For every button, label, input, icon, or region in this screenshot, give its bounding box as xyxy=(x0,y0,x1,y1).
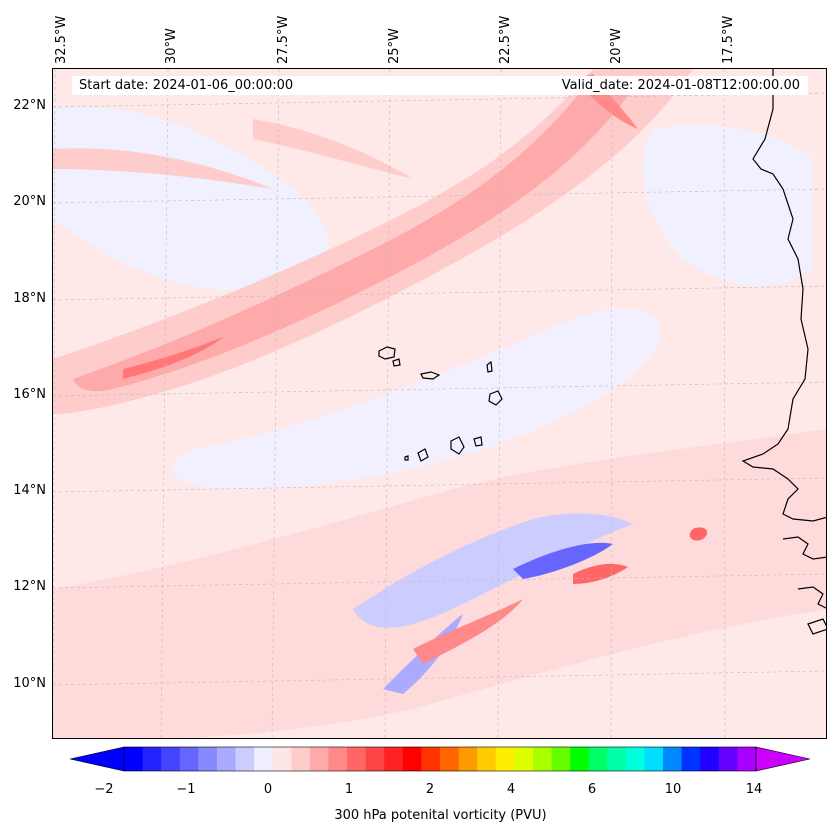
lat-label-10n: 10°N xyxy=(13,676,46,691)
cbar-tick-0: 0 xyxy=(263,782,273,797)
lon-label-27-5w: 27.5°W xyxy=(276,15,291,64)
colorbar-segment xyxy=(588,747,608,771)
colorbar-max-arrow xyxy=(755,746,811,772)
date-info-box: Start date: 2024-01-06_00:00:00 Valid_da… xyxy=(72,76,808,95)
lat-label-16n: 16°N xyxy=(13,387,46,402)
pv-low-patch-ne xyxy=(642,125,813,287)
pv-streak-2 xyxy=(253,119,413,179)
pv-blue-band-1 xyxy=(353,513,633,628)
lon-label-17-5w: 17.5°W xyxy=(721,15,736,64)
colorbar-segment xyxy=(570,747,590,771)
colorbar-segment xyxy=(663,747,683,771)
colorbar-outline xyxy=(123,746,757,772)
colorbar-segment xyxy=(124,747,144,771)
colorbar-segment xyxy=(272,747,292,771)
cbar-tick-m2: −2 xyxy=(94,782,114,797)
cape-verde-islands xyxy=(378,346,503,462)
colorbar-segment xyxy=(495,747,515,771)
colorbar-segment xyxy=(625,747,645,771)
colorbar-segment xyxy=(216,747,237,771)
pv-red-streak-2 xyxy=(573,563,628,584)
pv-low-patch-center xyxy=(172,308,661,489)
colorbar-segment xyxy=(700,747,720,771)
lon-label-25w: 25°W xyxy=(387,28,402,64)
lat-label-18n: 18°N xyxy=(13,291,46,306)
colorbar xyxy=(69,745,811,773)
colorbar-segment xyxy=(421,747,441,771)
colorbar-segment xyxy=(551,747,571,771)
cbar-tick-2: 2 xyxy=(425,782,435,797)
bissagos-coastline xyxy=(797,586,826,609)
colorbar-segment xyxy=(365,747,385,771)
colorbar-segment xyxy=(347,747,367,771)
colorbar-segment xyxy=(254,747,274,771)
lat-label-22n: 22°N xyxy=(13,98,46,113)
pv-red-streak-1 xyxy=(413,599,523,664)
pv-jet-core xyxy=(123,337,223,379)
colorbar-segment xyxy=(402,747,422,771)
map-panel[interactable] xyxy=(52,68,827,739)
pv-red-spot xyxy=(689,527,708,541)
colorbar-segment xyxy=(328,747,348,771)
colorbar-segment xyxy=(384,747,404,771)
colorbar-segment xyxy=(737,747,757,771)
lat-label-12n: 12°N xyxy=(13,579,46,594)
cbar-tick-m1: −1 xyxy=(176,782,196,797)
colorbar-segment xyxy=(291,747,311,771)
colorbar-segment xyxy=(161,747,181,771)
start-date-text: Start date: 2024-01-06_00:00:00 xyxy=(79,78,294,93)
cbar-tick-1: 1 xyxy=(344,782,354,797)
cbar-tick-10: 10 xyxy=(664,782,682,797)
cbar-tick-4: 4 xyxy=(506,782,516,797)
colorbar-segment xyxy=(198,747,218,771)
colorbar-segment xyxy=(607,747,627,771)
colorbar-graphic xyxy=(69,746,811,772)
pv-streak-1 xyxy=(53,148,273,189)
lon-label-30w: 30°W xyxy=(164,28,179,64)
island-south-1 xyxy=(807,618,826,635)
colorbar-segment xyxy=(440,747,460,771)
lon-label-20w: 20°W xyxy=(609,28,624,64)
lat-label-14n: 14°N xyxy=(13,483,46,498)
colorbar-segment xyxy=(514,747,534,771)
colorbar-segment xyxy=(718,747,738,771)
colorbar-segment xyxy=(142,747,162,771)
africa-coastline xyxy=(741,69,826,522)
cbar-tick-6: 6 xyxy=(587,782,597,797)
colorbar-segment xyxy=(477,747,497,771)
lon-label-32-5w: 32.5°W xyxy=(54,15,69,64)
lon-label-22-5w: 22.5°W xyxy=(498,15,513,64)
colorbar-segment xyxy=(532,747,553,771)
colorbar-segment xyxy=(644,747,664,771)
colorbar-segment xyxy=(235,747,255,771)
colorbar-min-arrow xyxy=(69,746,125,772)
lat-label-20n: 20°N xyxy=(13,194,46,209)
graticule xyxy=(53,69,826,738)
guinea-coastline xyxy=(782,536,826,560)
colorbar-segment xyxy=(309,747,329,771)
pv-field xyxy=(53,69,826,738)
colorbar-label: 300 hPa potenital vorticity (PVU) xyxy=(334,808,547,823)
cbar-tick-14: 14 xyxy=(745,782,763,797)
pv-jet-band-mid xyxy=(73,89,633,392)
valid-date-text: Valid_date: 2024-01-08T12:00:00.00 xyxy=(561,78,800,93)
colorbar-segment xyxy=(681,747,701,771)
colorbar-segment xyxy=(179,747,199,771)
pv-blue-core xyxy=(513,542,613,579)
colorbar-segment xyxy=(458,747,478,771)
